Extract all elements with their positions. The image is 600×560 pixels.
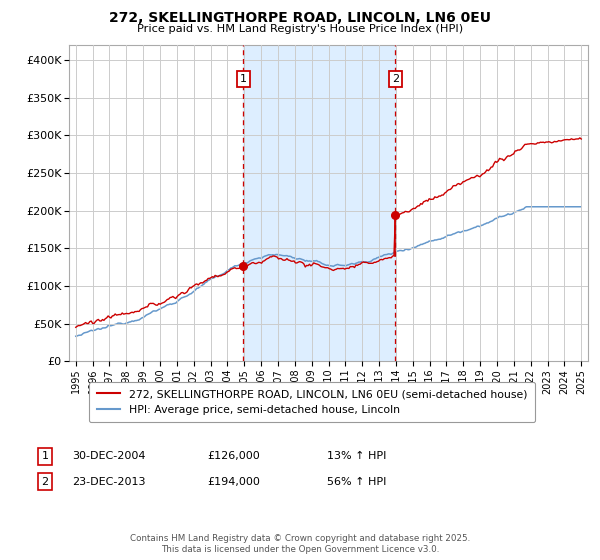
Text: 2: 2 [41,477,49,487]
Text: 23-DEC-2013: 23-DEC-2013 [72,477,146,487]
Text: Price paid vs. HM Land Registry's House Price Index (HPI): Price paid vs. HM Land Registry's House … [137,24,463,34]
Legend: 272, SKELLINGTHORPE ROAD, LINCOLN, LN6 0EU (semi-detached house), HPI: Average p: 272, SKELLINGTHORPE ROAD, LINCOLN, LN6 0… [89,381,535,422]
Text: 30-DEC-2004: 30-DEC-2004 [72,451,146,461]
Bar [244,45,395,361]
Text: 1: 1 [240,74,247,83]
Text: 13% ↑ HPI: 13% ↑ HPI [327,451,386,461]
Text: Contains HM Land Registry data © Crown copyright and database right 2025.
This d: Contains HM Land Registry data © Crown c… [130,534,470,554]
Text: 272, SKELLINGTHORPE ROAD, LINCOLN, LN6 0EU: 272, SKELLINGTHORPE ROAD, LINCOLN, LN6 0… [109,11,491,25]
Text: £194,000: £194,000 [207,477,260,487]
Text: 1: 1 [41,451,49,461]
Text: 2: 2 [392,74,399,83]
Text: £126,000: £126,000 [207,451,260,461]
Text: 56% ↑ HPI: 56% ↑ HPI [327,477,386,487]
